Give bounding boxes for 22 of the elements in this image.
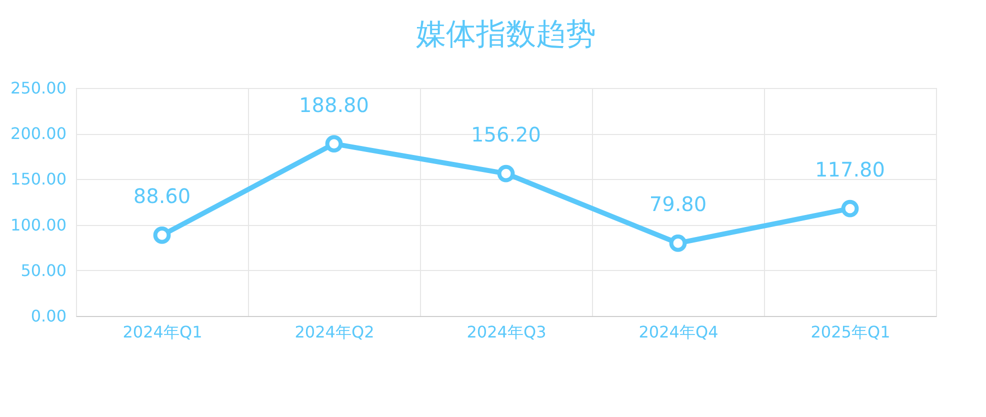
x-tick-label: 2024年Q4 xyxy=(638,322,718,342)
data-label: 117.80 xyxy=(815,158,885,182)
y-tick-label: 150.00 xyxy=(10,170,66,189)
x-tick-label: 2024年Q1 xyxy=(122,322,202,342)
data-label: 79.80 xyxy=(649,192,707,216)
y-tick-label: 200.00 xyxy=(10,124,66,144)
data-label: 156.20 xyxy=(471,122,541,147)
point xyxy=(325,135,343,153)
point xyxy=(153,226,171,244)
point xyxy=(841,200,859,218)
y-tick-label: 250.00 xyxy=(10,78,66,98)
x-tick-label: 2025年Q1 xyxy=(810,322,890,342)
chart-title: 媒体指数趋势 xyxy=(416,17,596,52)
x-tick-label: 2024年Q2 xyxy=(294,322,374,342)
data-label: 188.80 xyxy=(299,92,369,117)
y-tick-label: 100.00 xyxy=(10,215,66,234)
x-tick-label: 2024年Q3 xyxy=(466,322,546,342)
y-tick-label: 50.00 xyxy=(20,260,66,280)
y-tick-label: 0.00 xyxy=(30,306,66,326)
point xyxy=(497,164,515,182)
data-label: 88.60 xyxy=(133,184,191,208)
point xyxy=(669,234,687,252)
